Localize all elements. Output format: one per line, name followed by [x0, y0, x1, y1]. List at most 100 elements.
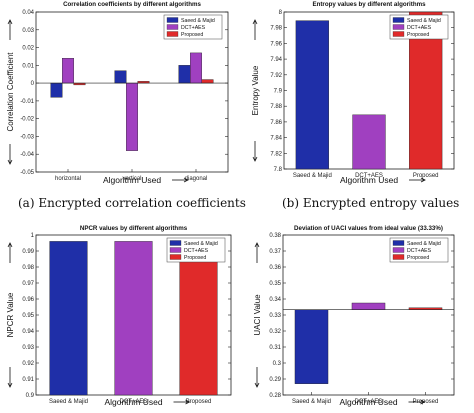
legend-swatch — [169, 254, 182, 260]
y-axis-label: Correlation Coefficient — [6, 52, 15, 132]
chart-title: NPCR values by different algorithms — [80, 225, 188, 232]
y-tick-label: 0.3 — [273, 361, 282, 367]
bar — [62, 58, 74, 84]
x-arrow-head — [185, 399, 191, 405]
legend-swatch — [169, 240, 182, 246]
y-tick-label: 0.37 — [269, 249, 281, 255]
x-tick-label: Saeed & Majid — [49, 399, 88, 405]
y-axis-label: Entropy Value — [251, 65, 260, 115]
x-tick-label: diagonal — [185, 176, 208, 182]
y-arrow-up-head — [254, 242, 260, 248]
legend-swatch — [392, 240, 405, 246]
y-tick-label: -0.05 — [20, 170, 34, 176]
y-arrow-down-head — [7, 159, 13, 165]
legend-label: Proposed — [181, 32, 203, 38]
y-tick-label: 0.28 — [269, 393, 281, 399]
x-tick-label: Proposed — [413, 173, 439, 179]
x-tick-label: Saeed & Majid — [293, 173, 332, 179]
y-tick-label: 0.01 — [22, 63, 34, 69]
bar — [351, 302, 386, 310]
y-tick-label: 7.8 — [274, 167, 283, 173]
legend-label: Saeed & Majid — [181, 18, 215, 24]
y-tick-label: 7.82 — [270, 151, 282, 157]
x-axis-label: Algorithm Used — [339, 397, 397, 407]
y-tick-label: 0 — [31, 81, 35, 87]
legend-label: Proposed — [184, 255, 206, 261]
x-tick-label: DCT+AES — [120, 399, 148, 405]
chart-panel-4: Deviation of UACI values from ideal valu… — [253, 225, 455, 407]
x-axis-label: Algorithm Used — [104, 397, 162, 407]
y-arrow-up-head — [7, 19, 13, 25]
legend-label: Proposed — [407, 255, 429, 261]
bar — [178, 65, 191, 84]
y-arrow-down-head — [252, 156, 258, 162]
y-tick-label: 0.04 — [22, 10, 34, 16]
y-tick-label: 0.94 — [22, 329, 34, 335]
legend-label: Proposed — [407, 32, 429, 38]
y-tick-label: 1 — [31, 233, 35, 239]
legend-swatch — [392, 31, 405, 37]
y-tick-label: 0.93 — [22, 345, 34, 351]
caption-b: (b) Encrypted entropy values — [282, 196, 460, 210]
y-tick-label: 7.96 — [270, 41, 282, 47]
x-tick-label: DCT+AES — [355, 173, 383, 179]
chart-panel-1: Correlation coefficients by different al… — [6, 1, 229, 185]
legend-label: DCT+AES — [407, 25, 432, 31]
legend-swatch — [169, 247, 182, 253]
x-arrow-head — [183, 177, 189, 183]
caption-a: (a) Encrypted correlation coefficients — [18, 196, 246, 210]
y-tick-label: 8 — [279, 10, 283, 16]
y-arrow-up-head — [7, 242, 13, 248]
legend-label: DCT+AES — [181, 25, 206, 31]
y-tick-label: 0.33 — [269, 313, 281, 319]
bar — [114, 70, 127, 84]
bar — [179, 241, 218, 396]
y-tick-label: 7.84 — [270, 136, 282, 142]
y-arrow-up-head — [252, 19, 258, 25]
y-tick-label: 0.92 — [22, 361, 34, 367]
y-tick-label: 7.9 — [274, 89, 283, 95]
legend-swatch — [392, 254, 405, 260]
y-tick-label: 7.92 — [270, 73, 282, 79]
x-axis-label: Algorithm Used — [103, 175, 161, 185]
legend-swatch — [166, 17, 179, 23]
y-tick-label: 0.03 — [22, 28, 34, 34]
bar — [295, 20, 329, 170]
legend-swatch — [392, 24, 405, 30]
x-tick-label: Saeed & Majid — [292, 399, 331, 405]
legend-label: Saeed & Majid — [407, 241, 441, 247]
legend-label: DCT+AES — [407, 248, 432, 254]
x-tick-label: vertical — [122, 176, 141, 182]
chart-title: Entropy values by different algorithms — [312, 1, 426, 8]
x-axis-label: Algorithm Used — [340, 175, 398, 185]
y-tick-label: 0.9 — [26, 393, 35, 399]
chart-title: Deviation of UACI values from ideal valu… — [294, 225, 443, 232]
x-arrow-head — [420, 177, 426, 183]
y-tick-label: 0.31 — [269, 345, 281, 351]
y-arrow-down-head — [7, 382, 13, 388]
y-tick-label: 0.36 — [269, 265, 281, 271]
y-tick-label: 7.98 — [270, 26, 282, 32]
y-tick-label: 0.98 — [22, 265, 34, 271]
y-axis-label: UACI Value — [253, 294, 262, 336]
y-tick-label: 0.91 — [22, 377, 34, 383]
legend-swatch — [166, 31, 179, 37]
bar — [126, 82, 138, 151]
y-tick-label: 0.35 — [269, 281, 281, 287]
x-arrow-head — [420, 399, 426, 405]
y-tick-label: -0.01 — [20, 99, 34, 105]
bar — [190, 52, 202, 84]
bar — [114, 241, 153, 396]
bar — [201, 79, 214, 84]
legend-label: Saeed & Majid — [407, 18, 441, 24]
y-arrow-down-head — [254, 382, 260, 388]
legend-label: Saeed & Majid — [184, 241, 218, 247]
chart-title: Correlation coefficients by different al… — [63, 1, 201, 8]
y-axis-label: NPCR Value — [6, 292, 15, 337]
y-tick-label: 7.94 — [270, 57, 282, 63]
legend-swatch — [392, 17, 405, 23]
bar — [294, 309, 329, 385]
y-tick-label: 0.29 — [269, 377, 281, 383]
legend-swatch — [166, 24, 179, 30]
